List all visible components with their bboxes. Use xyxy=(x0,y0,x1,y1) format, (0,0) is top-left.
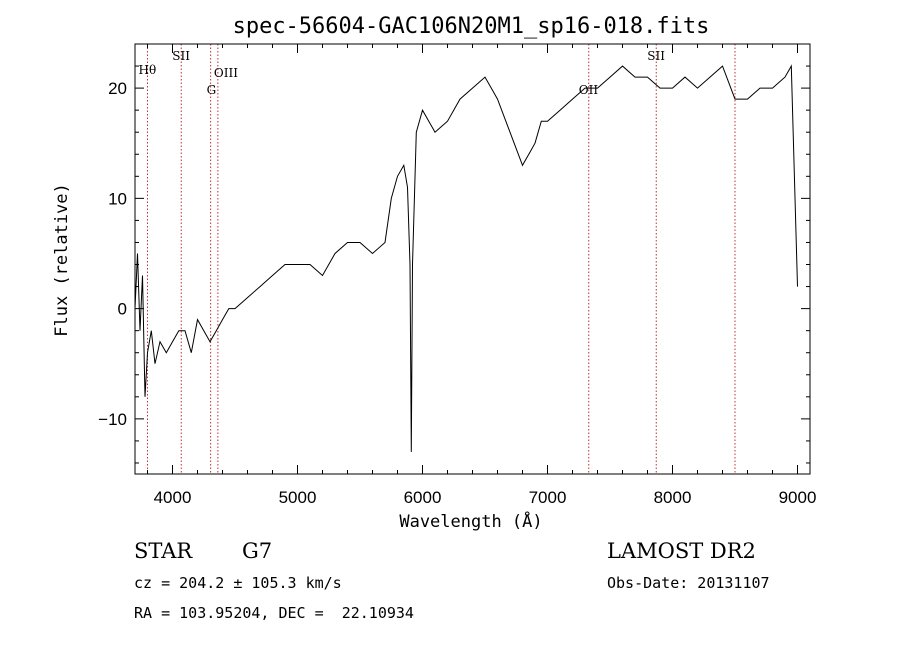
y-tick-label: 10 xyxy=(108,189,127,208)
y-axis-label: Flux (relative) xyxy=(52,183,72,337)
observation-date: Obs-Date: 20131107 xyxy=(607,574,770,592)
line-marker-label-1: SII xyxy=(172,49,190,63)
survey-name: LAMOST DR2 xyxy=(607,539,756,563)
line-marker-label-2: G xyxy=(207,83,217,97)
line-marker-label-0: Hθ xyxy=(139,63,157,77)
coordinates: RA = 103.95204, DEC = 22.10934 xyxy=(134,604,414,622)
spectrum-series xyxy=(134,64,798,452)
x-tick-label: 9000 xyxy=(779,488,817,507)
x-tick-label: 6000 xyxy=(404,488,442,507)
chart-title: spec-56604-GAC106N20M1_sp16-018.fits xyxy=(233,14,710,39)
y-tick-label: −10 xyxy=(98,410,127,429)
spectrum-line-0 xyxy=(134,64,798,452)
y-tick-label: 0 xyxy=(118,300,127,319)
line-marker-label-3: OIII xyxy=(214,66,238,80)
y-tick-label: 20 xyxy=(108,79,127,98)
x-axis-label: Wavelength (Å) xyxy=(399,510,542,532)
x-tick-label: 7000 xyxy=(529,488,567,507)
x-axis: 4000 5000 6000 7000 8000 9000 xyxy=(147,44,817,507)
plot-frame xyxy=(134,43,811,475)
redshift-velocity: cz = 204.2 ± 105.3 km/s xyxy=(134,574,342,592)
x-tick-label: 5000 xyxy=(279,488,317,507)
line-marker-label-4: OII xyxy=(579,83,599,97)
object-subclass: G7 xyxy=(242,539,273,563)
line-marker-label-5: SII xyxy=(647,49,665,63)
y-axis: −10 0 10 20 xyxy=(98,43,810,464)
x-tick-label: 4000 xyxy=(154,488,192,507)
line-markers: Hθ SII G OIII OII SII xyxy=(139,44,736,474)
x-tick-label: 8000 xyxy=(654,488,692,507)
object-type: STAR xyxy=(134,539,193,563)
